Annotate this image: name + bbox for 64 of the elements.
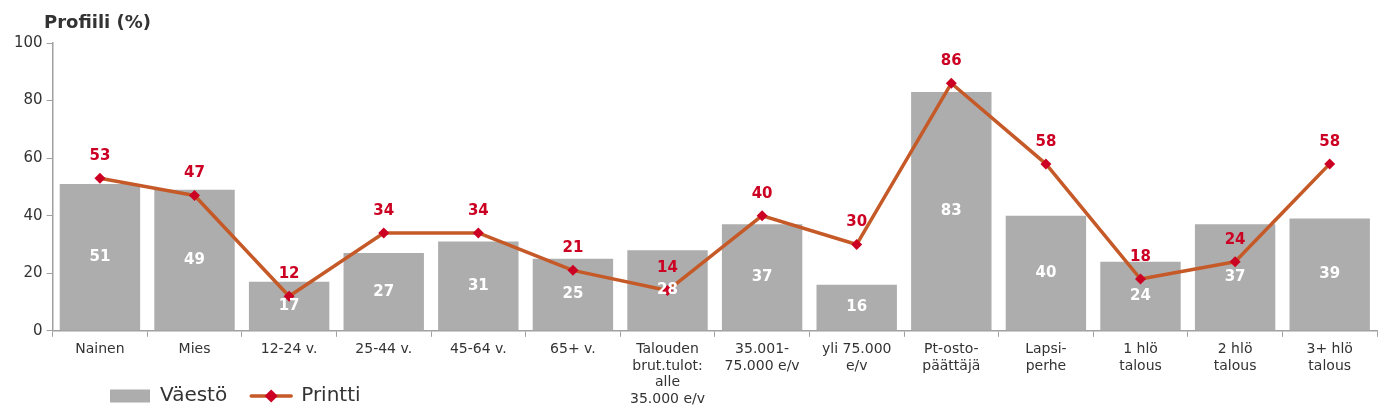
- data-label: 24: [1224, 229, 1246, 248]
- bar: [1194, 224, 1276, 331]
- y-tick-label: 100: [13, 32, 43, 51]
- x-tick-label: 35.001-75.000 e/v: [724, 339, 800, 373]
- bar: [721, 224, 803, 331]
- x-tick-label: 25-44 v.: [355, 339, 413, 356]
- data-label: 40: [1035, 262, 1057, 281]
- data-label: 86: [940, 51, 962, 70]
- bar: [911, 91, 992, 331]
- x-tick-label: Mies: [178, 339, 211, 356]
- data-label: 21: [562, 238, 584, 257]
- bar: [154, 189, 235, 331]
- y-tick-label: 80: [23, 90, 43, 109]
- x-tick-label: 3+ hlö talous: [1306, 339, 1353, 373]
- bar: [438, 241, 519, 331]
- data-label: 51: [89, 247, 111, 266]
- y-tick-label: 60: [23, 148, 43, 167]
- bar: [248, 281, 330, 331]
- bar: [1100, 261, 1181, 331]
- data-label: 34: [467, 200, 489, 219]
- data-label: 37: [751, 267, 773, 286]
- x-tick-label: 12-24 v.: [260, 339, 318, 356]
- x-tick-label: yli 75.000 e/v: [821, 339, 892, 373]
- x-tick-label: 1 hlö talous: [1119, 339, 1162, 373]
- data-label: 27: [373, 281, 395, 300]
- x-tick-label: Talouden brut.tulot: alle 35.000 e/v: [629, 339, 706, 407]
- data-label: 47: [184, 163, 205, 182]
- data-label: 49: [184, 249, 205, 268]
- data-label: 16: [846, 297, 868, 316]
- chart-title: Profiili (%): [44, 11, 152, 32]
- y-tick-label: 0: [33, 320, 43, 339]
- bar: [1005, 215, 1087, 331]
- legend-label: Printti: [301, 382, 361, 407]
- data-label: 24: [1130, 285, 1151, 304]
- data-label: 58: [1319, 131, 1341, 150]
- x-tick-label: Nainen: [75, 339, 125, 356]
- x-tick-label: 45-64 v.: [449, 339, 507, 356]
- data-label: 12: [278, 264, 300, 283]
- bar: [532, 258, 614, 331]
- data-label: 58: [1035, 131, 1057, 150]
- data-label: 17: [278, 295, 300, 314]
- data-label: 40: [751, 183, 773, 202]
- data-label: 34: [373, 200, 395, 219]
- data-label: 39: [1319, 264, 1341, 283]
- bar: [627, 250, 708, 331]
- y-tick-label: 20: [23, 263, 43, 282]
- data-label: 37: [1224, 267, 1246, 286]
- x-tick-label: Pt-osto-päättäjä: [922, 339, 981, 373]
- y-tick-label: 40: [23, 205, 43, 224]
- bar: [59, 184, 141, 331]
- bar: [343, 253, 424, 331]
- data-label: 25: [562, 284, 584, 303]
- x-tick-label: 2 hlö talous: [1213, 339, 1257, 373]
- data-label: 53: [89, 146, 111, 165]
- x-tick-label: 65+ v.: [550, 339, 596, 356]
- bar: [1289, 218, 1370, 331]
- data-label: 83: [940, 201, 962, 219]
- data-label: 18: [1130, 246, 1151, 265]
- data-label: 30: [846, 212, 868, 231]
- data-label: 31: [467, 275, 489, 294]
- legend-label: Väestö: [160, 382, 228, 407]
- x-tick-label: Lapsi-perhe: [1025, 339, 1067, 373]
- data-label: 14: [657, 258, 678, 277]
- bar: [816, 284, 897, 331]
